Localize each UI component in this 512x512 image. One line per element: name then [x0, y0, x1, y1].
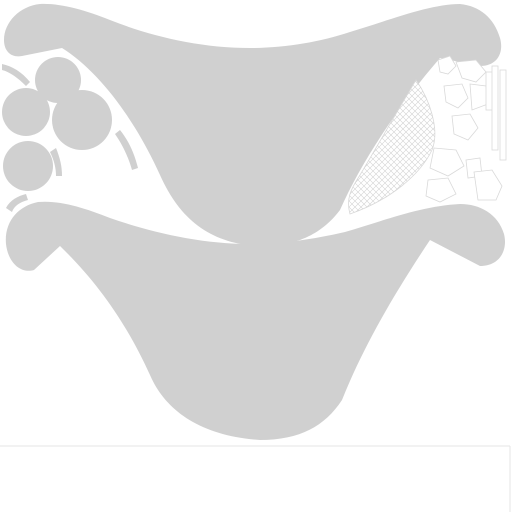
mesh-line	[348, 80, 435, 214]
mesh-line	[359, 80, 435, 214]
uv-piece-3	[443, 83, 469, 109]
arc-strip-right	[115, 130, 138, 170]
uv-piece-6	[429, 147, 465, 177]
circle-piece-bottom	[3, 141, 53, 191]
mesh-line	[348, 80, 435, 214]
arc-strip-mid	[50, 148, 62, 176]
uv-piece-8	[425, 177, 457, 203]
mesh-line	[348, 80, 435, 214]
mesh-line	[348, 80, 435, 214]
uv-piece-5	[451, 113, 479, 141]
mesh-line	[348, 80, 435, 214]
upper-saddle-panel	[4, 3, 502, 247]
mesh-line	[353, 80, 435, 214]
mesh-line	[385, 80, 435, 214]
uv-piece-9	[473, 169, 503, 201]
arc-strip-top-left	[2, 64, 30, 86]
circle-piece-large	[52, 90, 112, 150]
uv-piece-1	[437, 55, 457, 75]
lower-saddle-panel	[5, 201, 505, 440]
circle-piece-left	[2, 88, 50, 136]
mesh-line	[348, 80, 435, 214]
mesh-line	[391, 80, 435, 214]
uv-piece-2	[455, 59, 487, 83]
arc-strip-bottom-left	[6, 194, 28, 212]
uv-piece-4	[469, 83, 489, 111]
uv-strip-1	[491, 65, 499, 151]
mesh-line	[348, 80, 435, 214]
mesh-line	[348, 80, 435, 214]
mesh-line	[397, 80, 435, 214]
circle-piece-top	[35, 57, 81, 103]
uv-strip-2	[499, 69, 507, 161]
